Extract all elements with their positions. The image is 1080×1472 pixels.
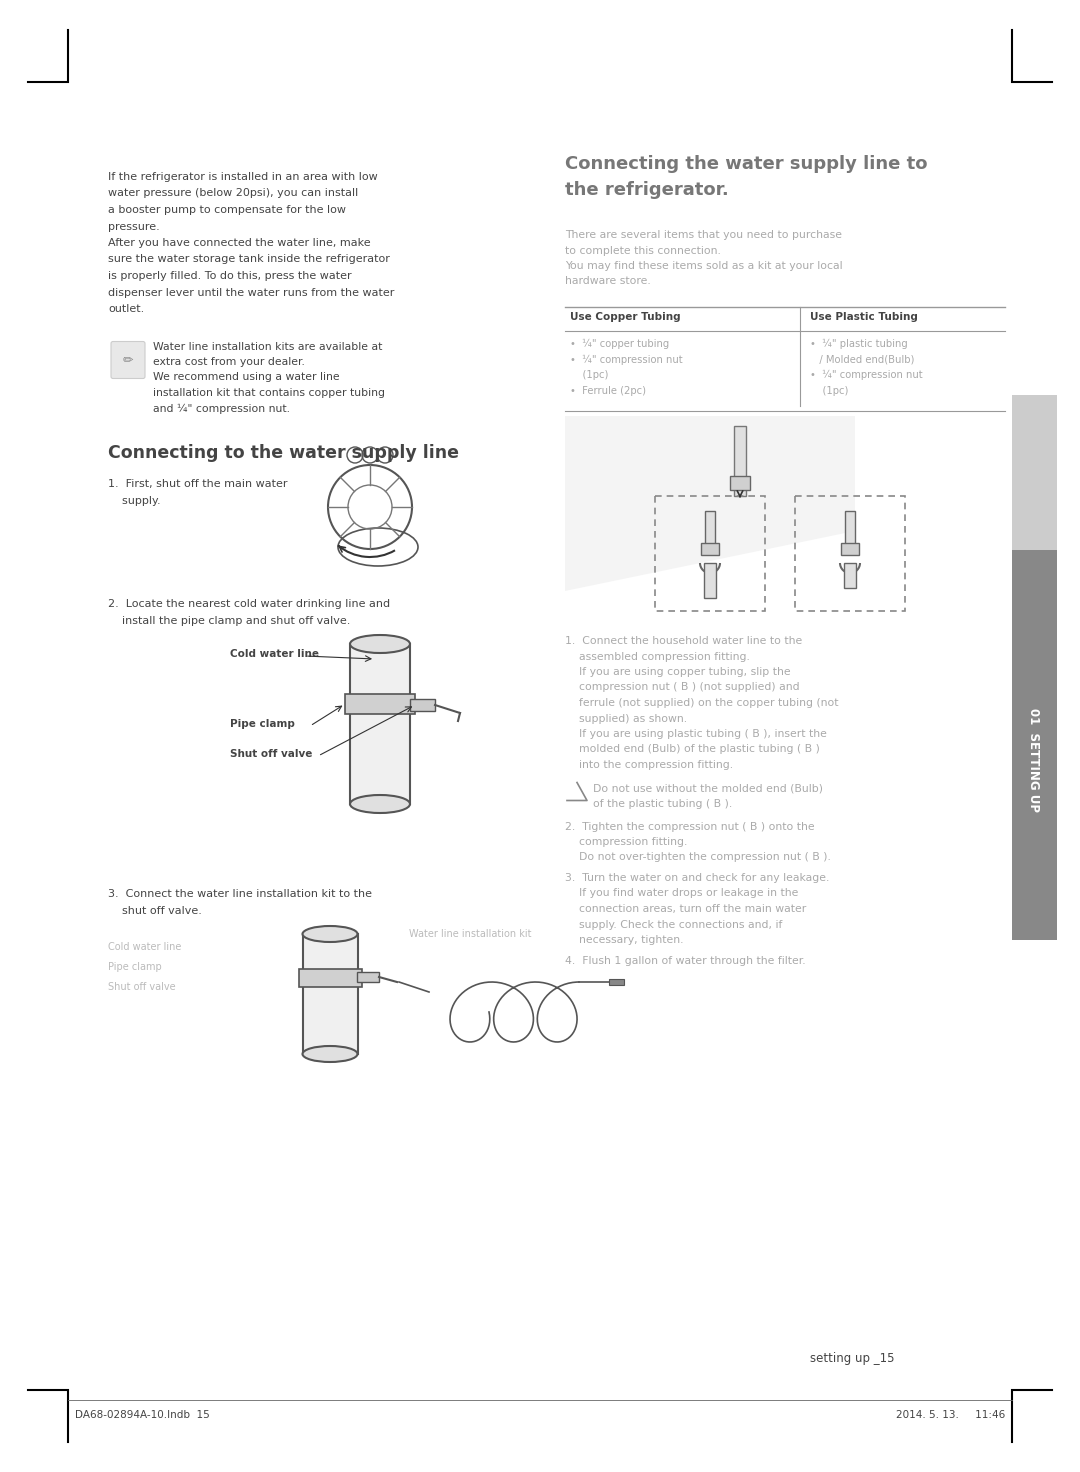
Text: of the plastic tubing ( B ).: of the plastic tubing ( B ). xyxy=(593,799,732,810)
Text: 2.  Locate the nearest cold water drinking line and: 2. Locate the nearest cold water drinkin… xyxy=(108,599,390,609)
Text: If you are using plastic tubing ( B ), insert the: If you are using plastic tubing ( B ), i… xyxy=(565,729,827,739)
Text: shut off valve.: shut off valve. xyxy=(108,905,202,916)
Text: (1pc): (1pc) xyxy=(570,369,608,380)
Text: Pipe clamp: Pipe clamp xyxy=(230,718,295,729)
Bar xyxy=(410,699,435,711)
Text: Use Plastic Tubing: Use Plastic Tubing xyxy=(810,312,918,322)
Text: If you are using copper tubing, slip the: If you are using copper tubing, slip the xyxy=(565,667,791,677)
Bar xyxy=(1012,394,1057,551)
Text: hardware store.: hardware store. xyxy=(565,277,651,287)
Bar xyxy=(654,496,765,611)
Text: assembled compression fitting.: assembled compression fitting. xyxy=(565,652,750,661)
Text: 2014. 5. 13.     11:46: 2014. 5. 13. 11:46 xyxy=(895,1410,1005,1420)
Text: Do not use without the molded end (Bulb): Do not use without the molded end (Bulb) xyxy=(593,783,823,793)
Text: sure the water storage tank inside the refrigerator: sure the water storage tank inside the r… xyxy=(108,255,390,265)
Text: a booster pump to compensate for the low: a booster pump to compensate for the low xyxy=(108,205,346,215)
Text: Do not over-tighten the compression nut ( B ).: Do not over-tighten the compression nut … xyxy=(565,852,831,863)
Bar xyxy=(1012,551,1057,941)
Text: DA68-02894A-10.Indb  15: DA68-02894A-10.Indb 15 xyxy=(75,1410,210,1420)
Bar xyxy=(299,969,362,988)
Text: After you have connected the water line, make: After you have connected the water line,… xyxy=(108,238,370,247)
Bar xyxy=(845,511,855,546)
Text: We recommend using a water line: We recommend using a water line xyxy=(153,372,339,383)
Text: Pipe clamp: Pipe clamp xyxy=(108,963,162,972)
Text: compression fitting.: compression fitting. xyxy=(565,838,687,846)
Text: water pressure (below 20psi), you can install: water pressure (below 20psi), you can in… xyxy=(108,188,359,199)
Bar xyxy=(701,543,719,555)
Text: Cold water line: Cold water line xyxy=(230,649,319,659)
Text: extra cost from your dealer.: extra cost from your dealer. xyxy=(153,358,305,367)
Text: You may find these items sold as a kit at your local: You may find these items sold as a kit a… xyxy=(565,261,842,271)
Text: into the compression fitting.: into the compression fitting. xyxy=(565,760,733,770)
Text: dispenser lever until the water runs from the water: dispenser lever until the water runs fro… xyxy=(108,287,394,297)
Text: •  ¼" copper tubing: • ¼" copper tubing xyxy=(570,339,670,349)
Text: 1.  Connect the household water line to the: 1. Connect the household water line to t… xyxy=(565,636,802,646)
Bar xyxy=(841,543,859,555)
Text: Water line installation kit: Water line installation kit xyxy=(409,929,531,939)
Text: supply.: supply. xyxy=(108,496,161,505)
Text: compression nut ( B ) (not supplied) and: compression nut ( B ) (not supplied) and xyxy=(565,683,799,692)
Text: 4.  Flush 1 gallon of water through the filter.: 4. Flush 1 gallon of water through the f… xyxy=(565,955,806,966)
Text: the refrigerator.: the refrigerator. xyxy=(565,181,729,199)
Text: molded end (Bulb) of the plastic tubing ( B ): molded end (Bulb) of the plastic tubing … xyxy=(565,745,820,755)
Text: Connecting to the water supply line: Connecting to the water supply line xyxy=(108,445,459,462)
Text: necessary, tighten.: necessary, tighten. xyxy=(565,935,684,945)
Text: to complete this connection.: to complete this connection. xyxy=(565,246,720,256)
Text: setting up _15: setting up _15 xyxy=(810,1351,894,1365)
Text: supplied) as shown.: supplied) as shown. xyxy=(565,714,687,724)
Bar xyxy=(795,496,905,611)
Bar xyxy=(730,475,750,490)
Ellipse shape xyxy=(350,634,410,654)
Text: ferrule (not supplied) on the copper tubing (not: ferrule (not supplied) on the copper tub… xyxy=(565,698,838,708)
Text: Shut off valve: Shut off valve xyxy=(230,749,312,760)
Text: supply. Check the connections and, if: supply. Check the connections and, if xyxy=(565,920,782,929)
Text: ✏: ✏ xyxy=(123,353,133,367)
Bar xyxy=(705,511,715,546)
Text: 3.  Connect the water line installation kit to the: 3. Connect the water line installation k… xyxy=(108,889,372,899)
Text: Shut off valve: Shut off valve xyxy=(108,982,176,992)
Text: 2.  Tighten the compression nut ( B ) onto the: 2. Tighten the compression nut ( B ) ont… xyxy=(565,821,814,832)
Text: 1.  First, shut off the main water: 1. First, shut off the main water xyxy=(108,478,287,489)
Text: Water line installation kits are available at: Water line installation kits are availab… xyxy=(153,342,382,352)
Text: outlet.: outlet. xyxy=(108,305,145,314)
Bar xyxy=(704,562,716,598)
Text: pressure.: pressure. xyxy=(108,221,160,231)
Bar xyxy=(734,425,746,496)
Text: There are several items that you need to purchase: There are several items that you need to… xyxy=(565,230,842,240)
Bar xyxy=(357,972,379,982)
Bar xyxy=(350,645,410,804)
Text: If the refrigerator is installed in an area with low: If the refrigerator is installed in an a… xyxy=(108,172,378,183)
Ellipse shape xyxy=(302,926,357,942)
Bar xyxy=(345,693,415,714)
Text: 3.  Turn the water on and check for any leakage.: 3. Turn the water on and check for any l… xyxy=(565,873,829,883)
Text: 01  SETTING UP: 01 SETTING UP xyxy=(1027,708,1040,813)
Text: Use Copper Tubing: Use Copper Tubing xyxy=(570,312,680,322)
Text: and ¼" compression nut.: and ¼" compression nut. xyxy=(153,403,291,414)
Text: •  Ferrule (2pc): • Ferrule (2pc) xyxy=(570,386,646,396)
Text: installation kit that contains copper tubing: installation kit that contains copper tu… xyxy=(153,389,384,397)
Text: •  ¼" compression nut: • ¼" compression nut xyxy=(570,355,683,365)
Text: •  ¼" plastic tubing: • ¼" plastic tubing xyxy=(810,339,908,349)
Text: If you find water drops or leakage in the: If you find water drops or leakage in th… xyxy=(565,889,798,898)
Bar xyxy=(609,979,624,985)
Text: (1pc): (1pc) xyxy=(810,386,849,396)
Text: connection areas, turn off the main water: connection areas, turn off the main wate… xyxy=(565,904,807,914)
Bar xyxy=(843,562,856,587)
Bar xyxy=(303,935,357,1054)
Text: Connecting the water supply line to: Connecting the water supply line to xyxy=(565,155,928,174)
Text: is properly filled. To do this, press the water: is properly filled. To do this, press th… xyxy=(108,271,352,281)
Text: Cold water line: Cold water line xyxy=(108,942,181,952)
Ellipse shape xyxy=(350,795,410,813)
Text: •  ¼" compression nut: • ¼" compression nut xyxy=(810,369,922,380)
FancyBboxPatch shape xyxy=(111,342,145,378)
Polygon shape xyxy=(565,417,855,590)
Ellipse shape xyxy=(302,1047,357,1061)
Text: install the pipe clamp and shut off valve.: install the pipe clamp and shut off valv… xyxy=(108,615,350,626)
Text: / Molded end(Bulb): / Molded end(Bulb) xyxy=(810,355,915,365)
